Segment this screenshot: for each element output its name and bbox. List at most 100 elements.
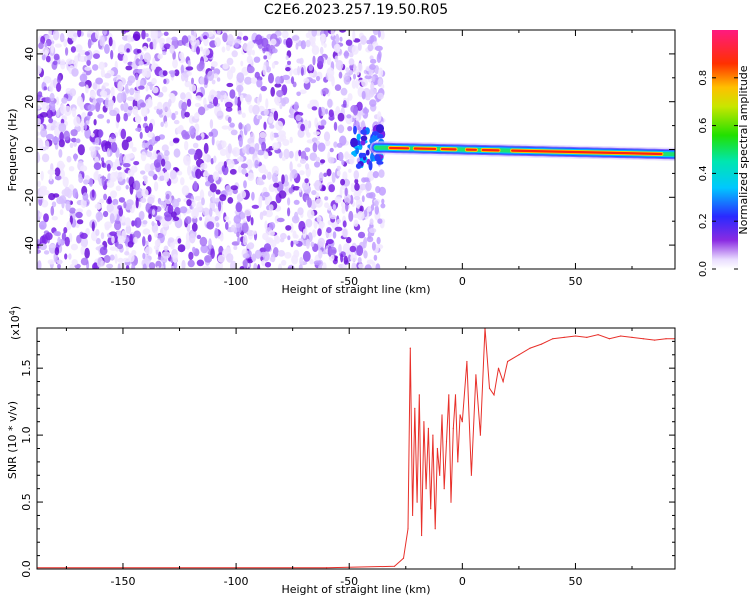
noise-speckle <box>361 195 365 203</box>
noise-speckle <box>141 106 148 118</box>
noise-speckle <box>265 98 269 109</box>
noise-speckle <box>48 101 56 110</box>
noise-speckle <box>113 172 119 177</box>
noise-speckle <box>232 148 238 156</box>
noise-speckle <box>98 61 106 70</box>
noise-speckle <box>59 209 64 216</box>
noise-speckle <box>183 155 191 166</box>
noise-speckle <box>76 95 83 107</box>
noise-speckle <box>125 265 130 269</box>
snr-data-point <box>574 335 577 337</box>
noise-speckle <box>347 93 353 101</box>
noise-speckle <box>116 166 122 171</box>
snr-x-tick-label: 50 <box>568 575 582 588</box>
noise-speckle <box>361 78 368 87</box>
noise-speckle <box>212 96 219 107</box>
snr-data-point <box>488 387 491 389</box>
noise-speckle <box>123 163 131 168</box>
noise-speckle <box>84 55 88 62</box>
noise-speckle <box>348 52 354 58</box>
noise-speckle <box>211 135 215 146</box>
noise-speckle <box>349 245 357 253</box>
noise-speckle <box>127 106 133 111</box>
noise-speckle <box>370 58 377 64</box>
noise-speckle <box>245 123 251 132</box>
noise-speckle <box>51 136 60 144</box>
noise-speckle <box>225 221 229 230</box>
noise-speckle <box>89 146 96 152</box>
noise-speckle <box>257 264 261 269</box>
noise-speckle <box>66 221 72 231</box>
noise-speckle <box>115 185 122 191</box>
noise-speckle <box>302 250 311 262</box>
noise-speckle <box>374 205 379 215</box>
noise-speckle <box>110 141 118 153</box>
noise-speckle <box>249 132 255 143</box>
noise-speckle <box>108 36 113 47</box>
noise-speckle <box>58 195 67 204</box>
noise-speckle <box>289 161 293 172</box>
noise-speckle <box>48 193 56 201</box>
noise-speckle <box>268 222 276 230</box>
noise-speckle <box>339 36 343 42</box>
noise-speckle <box>116 92 124 104</box>
snr-data-point <box>421 534 423 537</box>
noise-speckle <box>140 170 146 175</box>
noise-speckle <box>68 166 75 172</box>
noise-speckle <box>326 239 334 245</box>
noise-speckle <box>136 187 143 199</box>
noise-speckle <box>268 230 275 237</box>
noise-speckle <box>298 220 306 232</box>
noise-speckle <box>203 170 209 177</box>
noise-speckle <box>95 102 101 113</box>
noise-speckle <box>190 30 195 36</box>
noise-speckle <box>208 207 213 218</box>
noise-speckle <box>90 132 95 138</box>
noise-speckle <box>215 189 221 195</box>
noise-speckle <box>110 190 118 199</box>
noise-speckle <box>304 147 311 153</box>
noise-speckle <box>328 184 336 193</box>
noise-speckle <box>60 103 66 115</box>
noise-speckle <box>157 154 162 163</box>
noise-speckle <box>80 123 85 133</box>
noise-speckle <box>181 101 188 112</box>
noise-speckle <box>305 218 313 228</box>
noise-speckle <box>336 165 341 170</box>
colorbar-tick-label: 0.8 <box>698 70 709 86</box>
noise-speckle <box>298 264 303 269</box>
noise-speckle <box>240 163 248 169</box>
snr-data-point <box>427 427 429 429</box>
noise-speckle <box>380 203 386 209</box>
noise-speckle <box>47 259 55 265</box>
noise-speckle <box>129 140 134 149</box>
noise-speckle <box>342 243 351 255</box>
noise-speckle <box>116 243 124 250</box>
noise-speckle <box>85 228 90 236</box>
snr-data-point <box>436 447 438 450</box>
noise-speckle <box>302 120 310 126</box>
noise-speckle <box>271 165 279 176</box>
noise-speckle <box>39 112 48 118</box>
noise-speckle <box>164 160 172 171</box>
noise-speckle <box>148 170 155 177</box>
noise-speckle <box>185 66 194 71</box>
signal-blob <box>355 163 362 169</box>
noise-speckle <box>100 157 105 162</box>
noise-speckle <box>120 103 124 111</box>
noise-speckle <box>368 192 376 199</box>
noise-speckle <box>251 253 257 262</box>
noise-speckle <box>184 140 189 151</box>
snr-panel: -150 -100 -50 0 50 0.0 0.5 1.0 1.5 Height of str… <box>6 306 676 596</box>
noise-speckle <box>138 60 144 66</box>
noise-speckle <box>187 60 191 67</box>
noise-speckle <box>135 197 139 209</box>
noise-speckle <box>79 73 88 83</box>
noise-speckle <box>148 262 156 269</box>
noise-speckle <box>356 211 365 221</box>
noise-speckle <box>225 101 233 109</box>
noise-speckle <box>322 262 327 269</box>
noise-speckle <box>324 196 329 201</box>
noise-speckle <box>328 109 334 117</box>
noise-speckle <box>208 238 212 250</box>
